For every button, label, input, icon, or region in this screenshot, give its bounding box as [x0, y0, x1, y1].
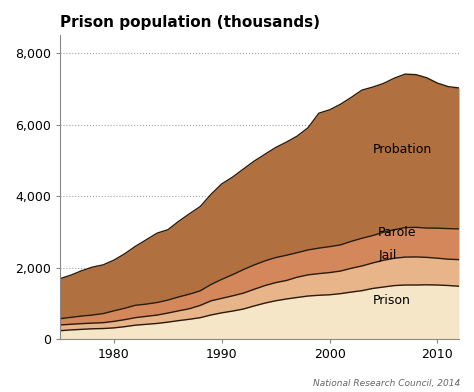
Text: National Research Council, 2014: National Research Council, 2014: [312, 379, 460, 388]
Text: Prison population (thousands): Prison population (thousands): [60, 15, 320, 30]
Text: Jail: Jail: [378, 249, 397, 262]
Text: Prison: Prison: [373, 294, 410, 307]
Text: Probation: Probation: [373, 143, 432, 156]
Text: Parole: Parole: [378, 225, 417, 239]
